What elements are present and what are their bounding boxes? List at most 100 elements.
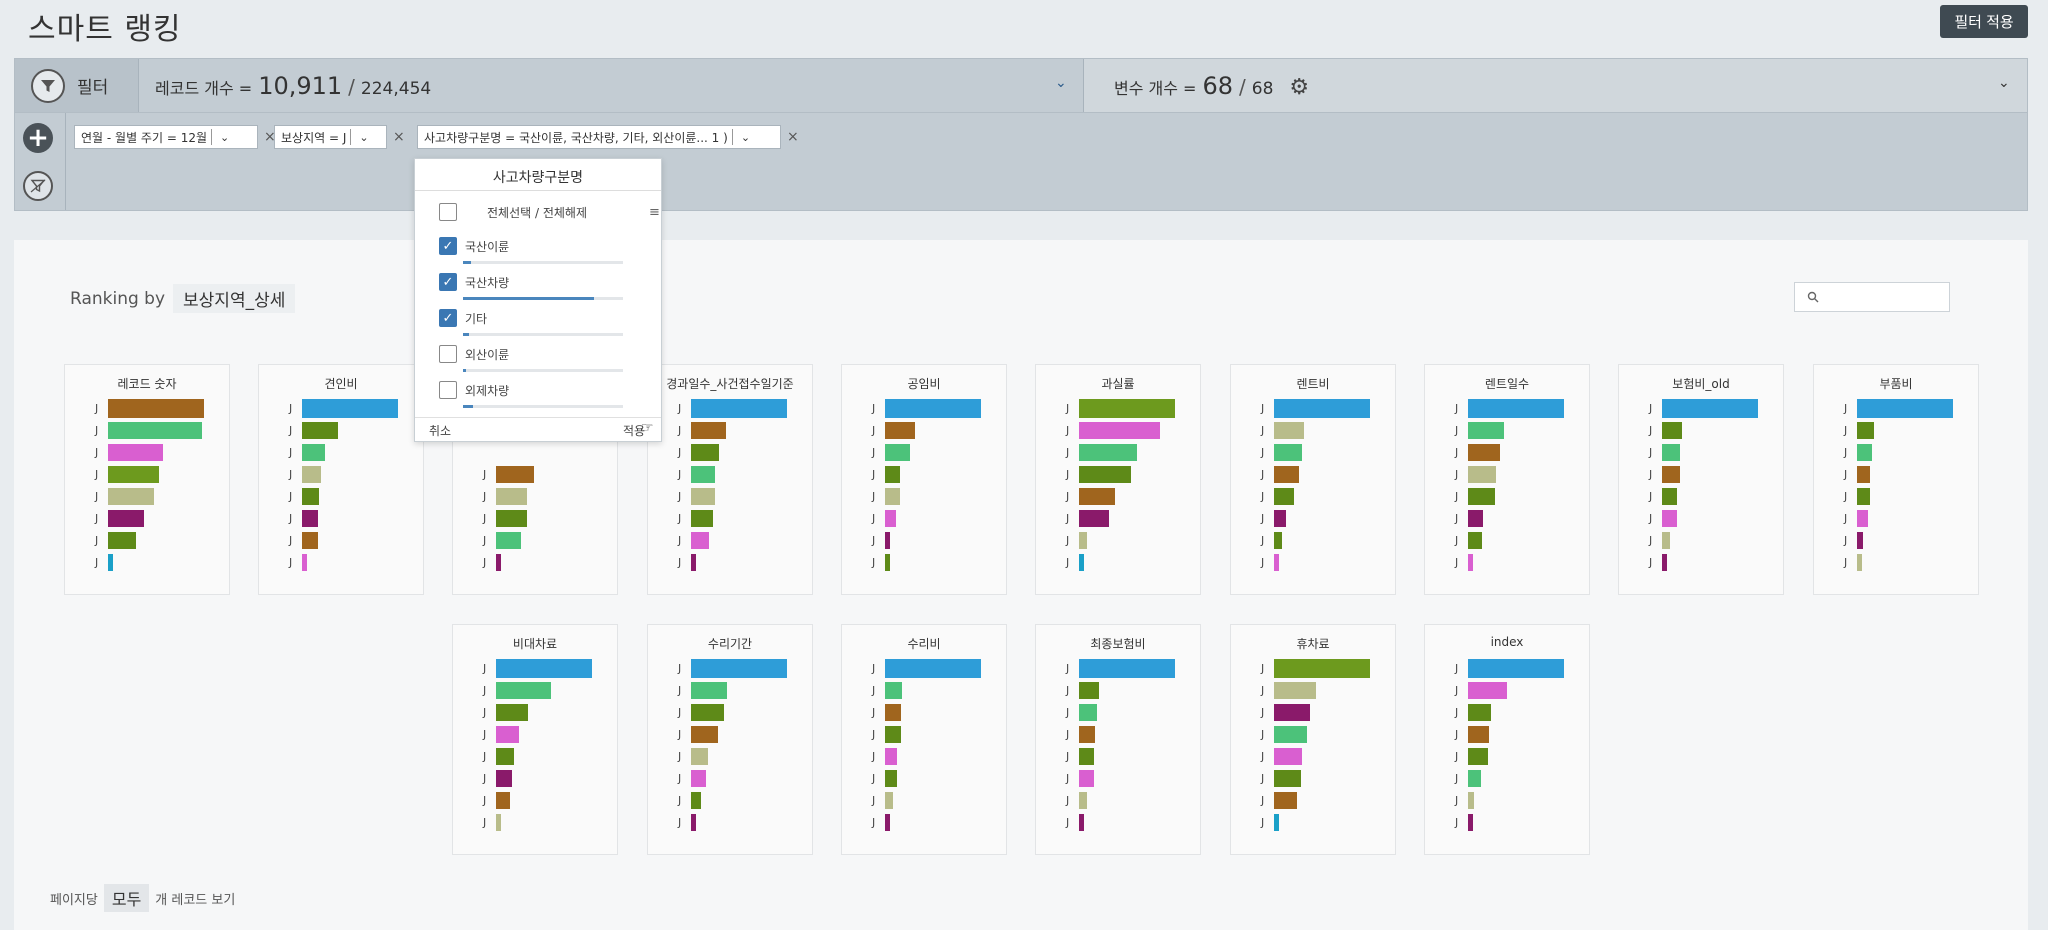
ranking-card[interactable]: 보험비_old J J J J J J J J [1618, 364, 1784, 595]
bar[interactable] [691, 814, 696, 831]
ranking-card[interactable]: 공임비 J J J J J J J J [841, 364, 1007, 595]
bar[interactable] [1274, 532, 1282, 549]
bar[interactable] [1468, 704, 1492, 721]
bar[interactable] [108, 466, 159, 483]
page-size-select[interactable]: 모두 [103, 884, 150, 912]
bar[interactable] [1468, 748, 1489, 765]
bar[interactable] [885, 704, 902, 721]
bar[interactable] [1079, 770, 1095, 787]
chevron-down-icon[interactable]: ⌄ [1998, 75, 2010, 91]
ranking-card[interactable]: 부품비 J J J J J J J J [1813, 364, 1979, 595]
bar[interactable] [885, 510, 896, 527]
bar[interactable] [691, 748, 709, 765]
bar[interactable] [1274, 792, 1298, 809]
bar[interactable] [691, 532, 710, 549]
gear-icon[interactable]: ⚙ [1289, 75, 1310, 100]
option-checkbox[interactable]: ✓ [439, 237, 457, 255]
bar[interactable] [1274, 510, 1286, 527]
bar[interactable] [1079, 444, 1137, 461]
bar[interactable] [108, 444, 163, 461]
bar[interactable] [1468, 682, 1508, 699]
bar[interactable] [496, 488, 527, 505]
filter-toggle[interactable]: 필터 [15, 59, 139, 112]
apply-filter-button[interactable]: 필터 적용 [1940, 5, 2028, 38]
chevron-down-icon[interactable]: ⌄ [740, 130, 751, 144]
bar[interactable] [1274, 726, 1307, 743]
bar[interactable] [496, 532, 521, 549]
cancel-button[interactable]: 취소 [429, 424, 452, 438]
bar[interactable] [885, 466, 901, 483]
bar[interactable] [1857, 532, 1863, 549]
bar[interactable] [1662, 399, 1758, 418]
option-checkbox[interactable]: ✓ [439, 273, 457, 291]
select-all-checkbox[interactable] [439, 203, 457, 221]
bar[interactable] [1274, 466, 1299, 483]
ranking-variable[interactable]: 보상지역_상세 [173, 284, 296, 313]
ranking-card[interactable]: 경과일수_사건접수일기준 J J J J J J J J [647, 364, 813, 595]
bar[interactable] [1079, 488, 1116, 505]
bar[interactable] [885, 682, 903, 699]
ranking-card[interactable]: 과실률 J J J J J J J J [1035, 364, 1201, 595]
ranking-card[interactable]: 렌트일수 J J J J J J J J [1424, 364, 1590, 595]
bar[interactable] [1274, 399, 1370, 418]
bar[interactable] [1662, 444, 1681, 461]
bar[interactable] [496, 748, 515, 765]
option-checkbox[interactable] [439, 345, 457, 363]
bar[interactable] [691, 792, 701, 809]
bar[interactable] [496, 726, 520, 743]
filter-chip-vehicle-type[interactable]: 사고차량구분명 = 국산이륜, 국산차량, 기타, 외산이륜... 1 ) ⌄ [417, 125, 781, 149]
bar[interactable] [1079, 422, 1160, 439]
chevron-down-icon[interactable]: ⌄ [1055, 75, 1067, 91]
ranking-card[interactable]: index J J J J J J J J [1424, 624, 1590, 855]
bar[interactable] [691, 466, 715, 483]
bar[interactable] [1274, 444, 1302, 461]
bar[interactable] [691, 682, 727, 699]
bar[interactable] [885, 444, 910, 461]
filter-chip-region[interactable]: 보상지역 = J ⌄ [274, 125, 387, 149]
bar[interactable] [1274, 554, 1279, 571]
bar[interactable] [1662, 422, 1683, 439]
bar[interactable] [1079, 554, 1084, 571]
bar[interactable] [1079, 532, 1087, 549]
bar[interactable] [1274, 770, 1301, 787]
bar[interactable] [1079, 466, 1131, 483]
bar[interactable] [108, 510, 145, 527]
bar[interactable] [691, 399, 787, 418]
bar[interactable] [108, 488, 155, 505]
dropdown-option[interactable]: ✓ 국산차량 [439, 273, 509, 291]
ranking-card[interactable]: 비대차료 J J J J J J J J [452, 624, 618, 855]
bar[interactable] [1079, 748, 1095, 765]
bar[interactable] [1468, 532, 1483, 549]
ranking-card[interactable]: 렌트비 J J J J J J J J [1230, 364, 1396, 595]
bar[interactable] [885, 554, 890, 571]
bar[interactable] [108, 422, 203, 439]
bar[interactable] [1857, 444, 1873, 461]
bar[interactable] [885, 792, 893, 809]
dropdown-option[interactable]: ✓ 기타 [439, 309, 487, 327]
bar[interactable] [1468, 488, 1495, 505]
bar[interactable] [691, 726, 718, 743]
close-icon[interactable]: × [393, 129, 405, 145]
bar[interactable] [885, 488, 901, 505]
chevron-down-icon[interactable]: ⌄ [359, 130, 369, 144]
bar[interactable] [302, 466, 322, 483]
bar[interactable] [1857, 422, 1875, 439]
bar[interactable] [1274, 748, 1302, 765]
bar[interactable] [1468, 399, 1564, 418]
bar[interactable] [1857, 510, 1868, 527]
bar[interactable] [302, 488, 320, 505]
add-filter-button[interactable]: + [23, 123, 53, 153]
bar[interactable] [1079, 682, 1100, 699]
ranking-card[interactable]: 최종보험비 J J J J J J J J [1035, 624, 1201, 855]
bar[interactable] [691, 659, 787, 678]
select-all-row[interactable]: 전체선택 / 전체해제 ≡ [439, 203, 660, 221]
option-checkbox[interactable]: ✓ [439, 309, 457, 327]
filter-funnel-button[interactable] [23, 171, 53, 201]
close-icon[interactable]: × [264, 129, 276, 145]
bar[interactable] [1468, 770, 1482, 787]
filter-chip-month[interactable]: 연월 - 월별 주기 = 12월 ⌄ [74, 125, 258, 149]
bar[interactable] [1079, 814, 1084, 831]
chevron-down-icon[interactable]: ⌄ [220, 130, 230, 144]
bar[interactable] [496, 659, 592, 678]
bar[interactable] [496, 770, 513, 787]
